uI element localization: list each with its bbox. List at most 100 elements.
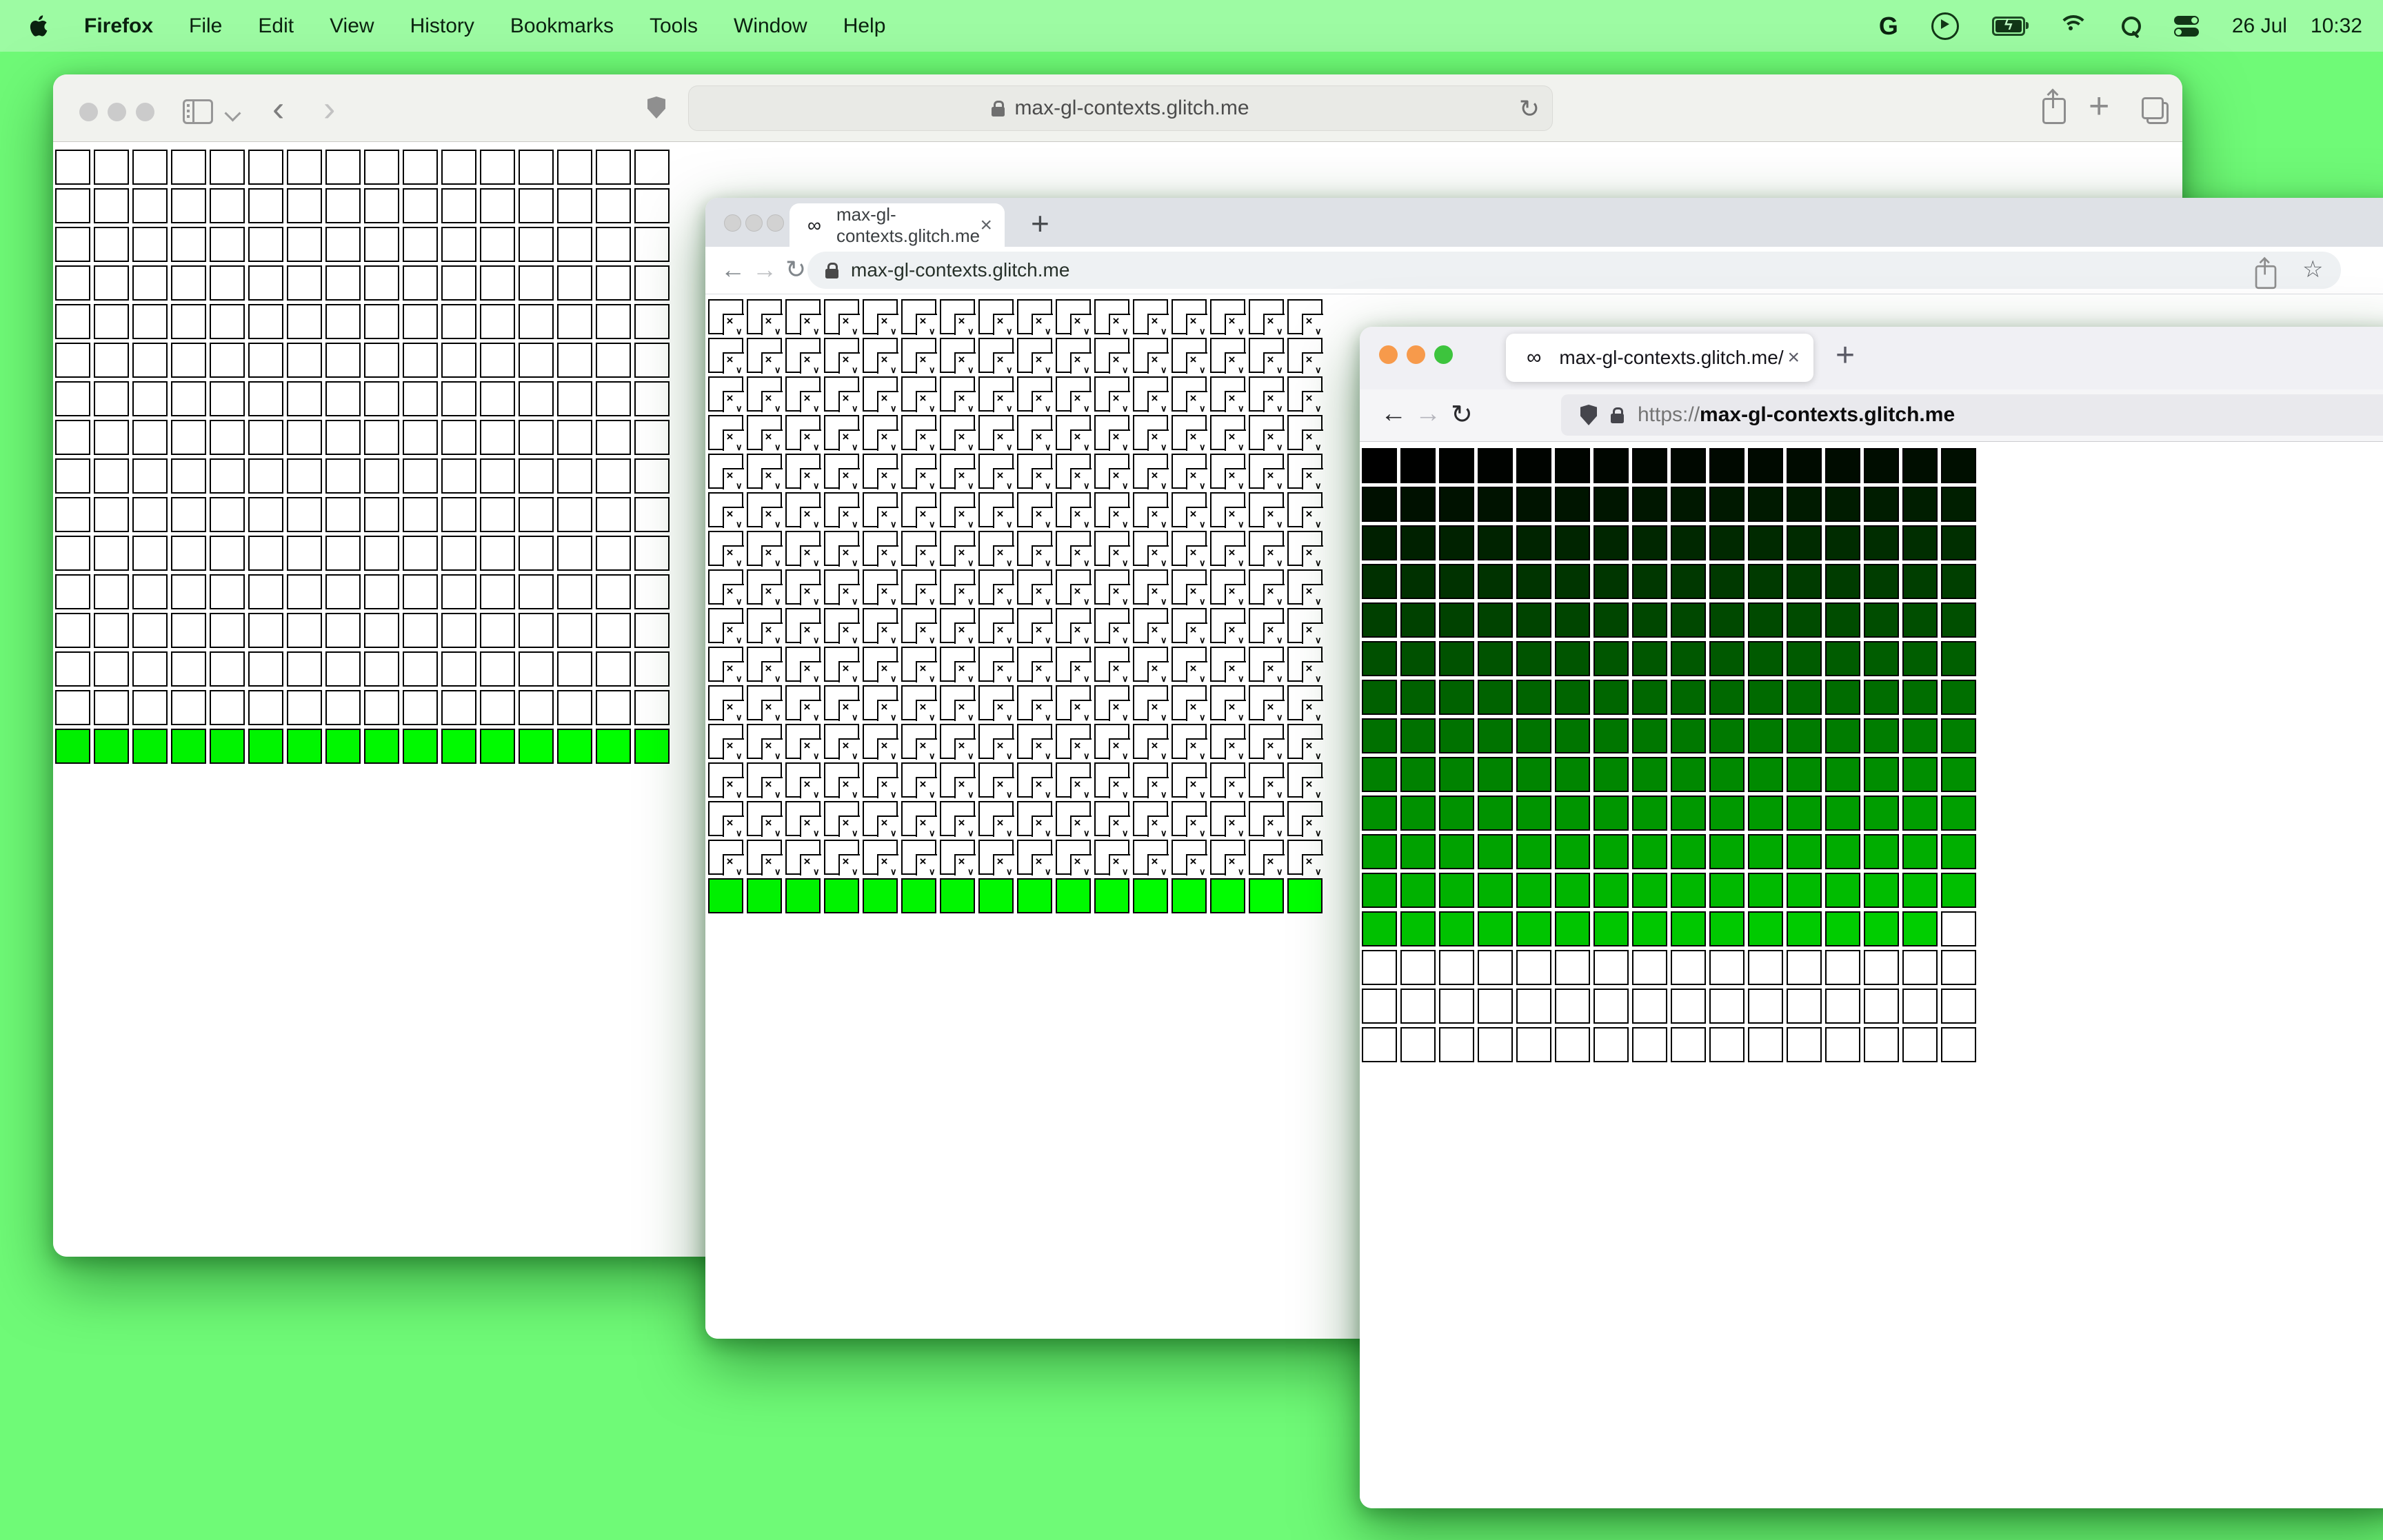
- broken-image-icon: × ∨: [1263, 699, 1285, 722]
- tab-overview-icon[interactable]: [2142, 97, 2169, 124]
- minimize-button[interactable]: [745, 214, 763, 232]
- broken-image-icon: × ∨: [761, 853, 783, 876]
- zoom-button[interactable]: [1434, 345, 1453, 364]
- apple-icon[interactable]: [28, 14, 48, 39]
- grid-cell: [210, 188, 245, 223]
- grid-cell: [519, 613, 554, 648]
- new-tab-button[interactable]: +: [1031, 205, 1049, 241]
- play-circle-icon[interactable]: [1931, 12, 1959, 40]
- menu-clock[interactable]: 26 Jul 10:32: [2232, 14, 2362, 38]
- back-button[interactable]: ←: [721, 255, 745, 283]
- menu-view[interactable]: View: [330, 14, 374, 37]
- grid-cell: [1632, 1027, 1667, 1062]
- tab-close-icon[interactable]: ×: [1787, 346, 1800, 369]
- zoom-button[interactable]: [136, 103, 154, 121]
- broken-image-icon: × ∨: [992, 467, 1014, 490]
- browser-tab[interactable]: ∞ max-gl-contexts.glitch.me/ ×: [1506, 334, 1813, 382]
- grid-cell: [480, 690, 515, 725]
- menu-window[interactable]: Window: [734, 14, 807, 37]
- address-bar[interactable]: max-gl-contexts.glitch.me ☆: [807, 252, 2341, 290]
- menu-tools[interactable]: Tools: [649, 14, 698, 37]
- broken-image-icon: × ∨: [992, 776, 1014, 799]
- menu-help[interactable]: Help: [843, 14, 886, 37]
- grid-cell: [1671, 718, 1706, 753]
- grid-cell: [596, 458, 631, 494]
- address-bar[interactable]: max-gl-contexts.glitch.me ↻: [688, 85, 1553, 131]
- grid-cell: [1362, 448, 1397, 483]
- forward-button[interactable]: →: [1415, 399, 1441, 428]
- google-menu-icon[interactable]: G: [1878, 11, 1898, 40]
- new-tab-button[interactable]: +: [2089, 86, 2110, 126]
- sidebar-icon[interactable]: [183, 99, 213, 124]
- privacy-shield-icon[interactable]: [647, 97, 665, 119]
- broken-image-icon: × ∨: [992, 660, 1014, 683]
- grid-cell: × ∨: [1249, 801, 1285, 838]
- grid-cell: [403, 536, 438, 571]
- grid-cell: [596, 265, 631, 301]
- grid-cell: [1439, 564, 1474, 599]
- minimize-button[interactable]: [108, 103, 126, 121]
- minimize-button[interactable]: [1407, 345, 1425, 364]
- tracking-shield-icon[interactable]: [1580, 405, 1597, 425]
- grid-cell: × ∨: [978, 685, 1014, 722]
- grid-cell: × ∨: [785, 531, 821, 567]
- broken-image-icon: × ∨: [799, 467, 821, 490]
- grid-cell: [132, 613, 168, 648]
- address-bar[interactable]: https:// max-gl-contexts.glitch.me: [1561, 394, 2383, 436]
- grid-cell: [1671, 873, 1706, 908]
- close-button[interactable]: [79, 103, 98, 121]
- forward-button[interactable]: ›: [323, 89, 336, 129]
- back-button[interactable]: ←: [1380, 399, 1407, 428]
- grid-cell: [132, 227, 168, 262]
- chevron-down-icon[interactable]: [224, 105, 241, 122]
- broken-image-icon: × ∨: [1301, 699, 1323, 722]
- reload-button[interactable]: ↻: [1451, 401, 1473, 429]
- grid-cell: [1748, 796, 1783, 831]
- forward-button[interactable]: →: [752, 255, 777, 283]
- browser-tab[interactable]: ∞ max-gl-contexts.glitch.me ×: [790, 203, 1005, 247]
- grid-cell: × ∨: [1287, 299, 1323, 336]
- grid-cell: [132, 690, 168, 725]
- grid-cell: [1825, 757, 1860, 792]
- broken-image-icon: × ∨: [992, 506, 1014, 529]
- close-button[interactable]: [1379, 345, 1398, 364]
- grid-cell: [1400, 834, 1436, 869]
- share-button[interactable]: [2040, 90, 2068, 124]
- grid-cell: [1555, 1027, 1590, 1062]
- menu-history[interactable]: History: [410, 14, 474, 37]
- share-icon[interactable]: [2255, 258, 2277, 290]
- grid-cell: [441, 343, 476, 378]
- control-center-icon[interactable]: [2173, 15, 2199, 37]
- grid-cell: × ∨: [863, 724, 898, 760]
- grid-cell: [403, 613, 438, 648]
- search-icon[interactable]: [2121, 16, 2141, 36]
- grid-cell: [1864, 641, 1899, 676]
- grid-cell: [403, 497, 438, 532]
- back-button[interactable]: ‹: [272, 89, 285, 129]
- grid-cell: [1593, 525, 1629, 560]
- grid-cell: [1864, 718, 1899, 753]
- grid-cell: [1593, 564, 1629, 599]
- grid-cell: [1362, 834, 1397, 869]
- grid-cell: × ∨: [978, 454, 1014, 490]
- bookmark-star-icon[interactable]: ☆: [2302, 256, 2324, 283]
- close-button[interactable]: [724, 214, 741, 232]
- battery-charging-icon[interactable]: ϟ: [1991, 16, 2029, 36]
- menu-app-name[interactable]: Firefox: [84, 14, 154, 37]
- tab-close-icon[interactable]: ×: [980, 213, 992, 236]
- new-tab-button[interactable]: +: [1836, 337, 1856, 374]
- grid-cell: [1400, 950, 1436, 985]
- menu-edit[interactable]: Edit: [258, 14, 294, 37]
- zoom-button[interactable]: [767, 214, 784, 232]
- reload-button[interactable]: ↻: [785, 255, 807, 283]
- wifi-icon[interactable]: [2058, 14, 2089, 37]
- reload-icon[interactable]: ↻: [1518, 94, 1540, 123]
- grid-cell: × ∨: [1210, 801, 1246, 838]
- broken-image-icon: × ∨: [876, 352, 898, 374]
- grid-cell: [248, 729, 283, 764]
- broken-image-icon: × ∨: [954, 853, 976, 876]
- menu-bookmarks[interactable]: Bookmarks: [510, 14, 614, 37]
- menu-file[interactable]: File: [189, 14, 223, 37]
- grid-cell: × ∨: [1210, 569, 1246, 606]
- grid-cell: [1709, 950, 1744, 985]
